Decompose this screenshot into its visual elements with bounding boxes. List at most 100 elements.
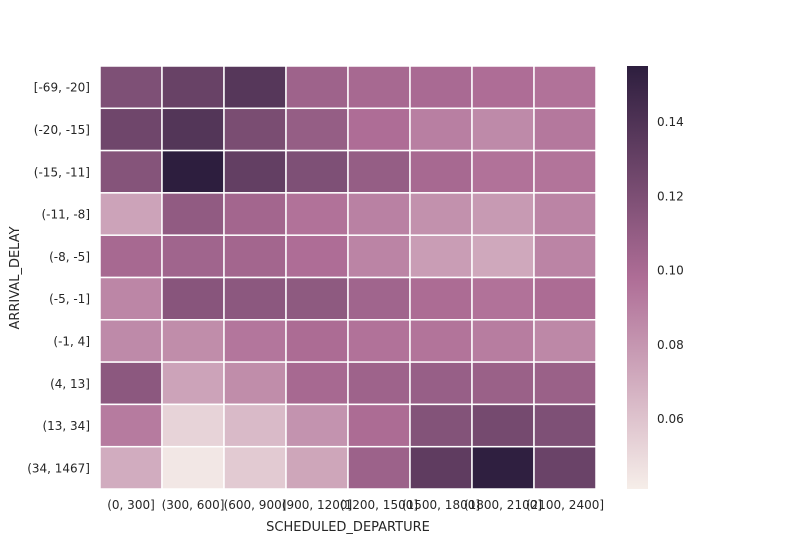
heatmap-cell	[223, 445, 287, 490]
heatmap-cell	[471, 403, 535, 448]
colorbar-ticks: 0.06 0.08 0.10 0.12 0.14	[657, 115, 684, 426]
heatmap-cell	[347, 234, 411, 279]
y-tick-label: (-11, -8]	[41, 208, 90, 222]
heatmap-cell	[99, 234, 163, 279]
heatmap-cell	[285, 276, 349, 321]
heatmap-cell	[409, 361, 473, 406]
heatmap-cell	[533, 107, 597, 152]
heatmap-cell	[533, 319, 597, 363]
colorbar-tick-label: 0.10	[657, 264, 684, 278]
heatmap-cell	[347, 192, 411, 236]
heatmap-cell	[471, 149, 535, 194]
heatmap-cell	[471, 276, 535, 321]
heatmap-cell	[99, 149, 163, 194]
heatmap-cell	[533, 403, 597, 448]
x-tick-label: (2100, 2400]	[526, 498, 604, 512]
y-tick-label: (-8, -5]	[49, 250, 90, 264]
heatmap-cell	[533, 234, 597, 279]
x-tick-label: (600, 900]	[224, 498, 287, 512]
heatmap-cell	[471, 65, 535, 110]
heatmap-cell	[99, 361, 163, 406]
heatmap-cell	[409, 149, 473, 194]
y-tick-label: (-15, -11]	[34, 165, 90, 179]
heatmap-cell	[285, 403, 349, 448]
colorbar-tick-label: 0.08	[657, 338, 684, 352]
heatmap-cell	[347, 403, 411, 448]
heatmap-cell	[409, 276, 473, 321]
heatmap-cell	[223, 403, 287, 448]
heatmap-cell	[533, 445, 597, 490]
heatmap-cell	[409, 403, 473, 448]
heatmap-cell	[99, 276, 163, 321]
heatmap-cell	[533, 361, 597, 406]
heatmap-cell	[223, 319, 287, 363]
heatmap-cell	[223, 192, 287, 236]
heatmap-cell	[285, 445, 349, 490]
heatmap-cell	[161, 361, 225, 406]
x-tick-label: (1200, 1500]	[340, 498, 418, 512]
heatmap-cell	[285, 149, 349, 194]
x-tick-label: (300, 600]	[162, 498, 225, 512]
heatmap-cell	[99, 107, 163, 152]
x-axis-label: SCHEDULED_DEPARTURE	[266, 520, 430, 535]
heatmap-cell	[285, 65, 349, 110]
heatmap-cell	[471, 192, 535, 236]
heatmap-cell	[533, 149, 597, 194]
heatmap-cell	[223, 234, 287, 279]
heatmap-cell	[161, 319, 225, 363]
heatmap-cell	[99, 445, 163, 490]
x-tick-label: (1500, 1800]	[402, 498, 480, 512]
heatmap-cell	[161, 192, 225, 236]
colorbar	[627, 66, 648, 489]
heatmap-cell	[223, 361, 287, 406]
heatmap-cell	[347, 149, 411, 194]
heatmap-cell	[99, 192, 163, 236]
x-tick-label: (1800, 2100]	[464, 498, 542, 512]
heatmap-cell	[347, 276, 411, 321]
heatmap-cell	[347, 107, 411, 152]
heatmap-cell	[409, 445, 473, 490]
heatmap-cell	[285, 234, 349, 279]
heatmap-cell	[285, 319, 349, 363]
heatmap-cell	[347, 445, 411, 490]
y-tick-label: (-20, -15]	[34, 123, 90, 137]
heatmap-cell	[99, 319, 163, 363]
heatmap-cell	[223, 149, 287, 194]
y-tick-label: (34, 1467]	[27, 461, 90, 475]
heatmap-cell	[223, 276, 287, 321]
y-tick-label: (-5, -1]	[49, 292, 90, 306]
heatmap-cell	[409, 65, 473, 110]
heatmap-cell	[99, 403, 163, 448]
heatmap-cell	[161, 65, 225, 110]
heatmap-cell	[471, 107, 535, 152]
heatmap-cell	[409, 319, 473, 363]
heatmap-cell	[533, 276, 597, 321]
x-tick-label: (0, 300]	[107, 498, 155, 512]
heatmap-cell	[161, 445, 225, 490]
colorbar-tick-label: 0.06	[657, 412, 684, 426]
x-tick-labels: (0, 300] (300, 600] (600, 900](900, 1200](…	[107, 498, 604, 512]
heatmap-cell	[471, 319, 535, 363]
heatmap-cell	[161, 234, 225, 279]
heatmap-cell	[409, 234, 473, 279]
y-tick-label: (4, 13]	[50, 377, 90, 391]
y-tick-labels: [-69, -20] (-20, -15] (-15, -11] (-11, -8] (…	[27, 81, 90, 476]
heatmap-cell	[99, 65, 163, 110]
heatmap-cell	[285, 192, 349, 236]
heatmap-cell	[533, 192, 597, 236]
heatmap-cells	[99, 65, 597, 490]
heatmap-cell	[409, 107, 473, 152]
x-tick-label: (900, 1200]	[282, 498, 352, 512]
heatmap-cell	[223, 107, 287, 152]
y-axis-label: ARRIVAL_DELAY	[8, 226, 23, 329]
heatmap-cell	[347, 361, 411, 406]
heatmap-cell	[161, 403, 225, 448]
heatmap-cell	[533, 65, 597, 110]
heatmap-cell	[347, 319, 411, 363]
heatmap-cell	[409, 192, 473, 236]
colorbar-tick-label: 0.12	[657, 189, 684, 203]
heatmap-cell	[471, 234, 535, 279]
y-tick-label: (13, 34]	[42, 419, 90, 433]
y-tick-label: (-1, 4]	[53, 334, 90, 348]
